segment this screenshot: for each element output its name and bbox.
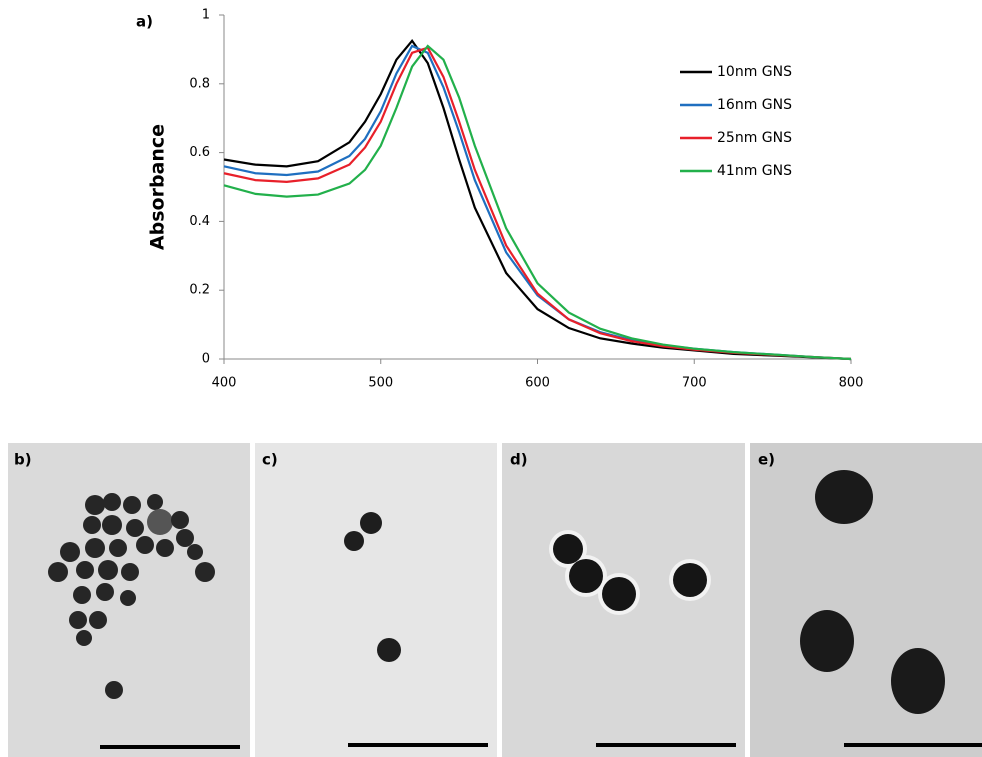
y-tick-label: 0.8 — [189, 76, 210, 91]
panel-label: e) — [758, 451, 775, 469]
x-tick-label: 600 — [525, 376, 550, 391]
series-line — [223, 46, 852, 361]
series-line — [223, 38, 852, 361]
series-line — [223, 44, 852, 361]
panel-label: a) — [136, 13, 153, 31]
y-tick-label: 1 — [202, 8, 210, 23]
tem-image-c: c) — [255, 443, 497, 757]
tem-image-e: e) — [750, 443, 982, 757]
series-line — [223, 44, 852, 361]
y-tick-label: 0.6 — [189, 145, 210, 160]
x-tick-label: 400 — [212, 376, 237, 391]
legend-label: 16nm GNS — [717, 97, 792, 113]
y-tick-label: 0.2 — [189, 283, 210, 298]
panel-label: b) — [14, 451, 32, 469]
legend-label: 41nm GNS — [717, 163, 792, 179]
panel-label: c) — [262, 451, 278, 469]
panel-label: d) — [510, 451, 528, 469]
tem-image-d: d) — [502, 443, 745, 757]
legend-label: 25nm GNS — [717, 130, 792, 146]
x-tick-label: 500 — [368, 376, 393, 391]
x-tick-label: 700 — [682, 376, 707, 391]
y-tick-label: 0 — [202, 352, 210, 367]
legend-label: 10nm GNS — [717, 64, 792, 80]
x-tick-label: 800 — [839, 376, 864, 391]
tem-image-b: b) — [8, 443, 250, 757]
y-axis-label: Absorbance — [147, 124, 169, 250]
y-tick-label: 0.4 — [189, 214, 210, 229]
